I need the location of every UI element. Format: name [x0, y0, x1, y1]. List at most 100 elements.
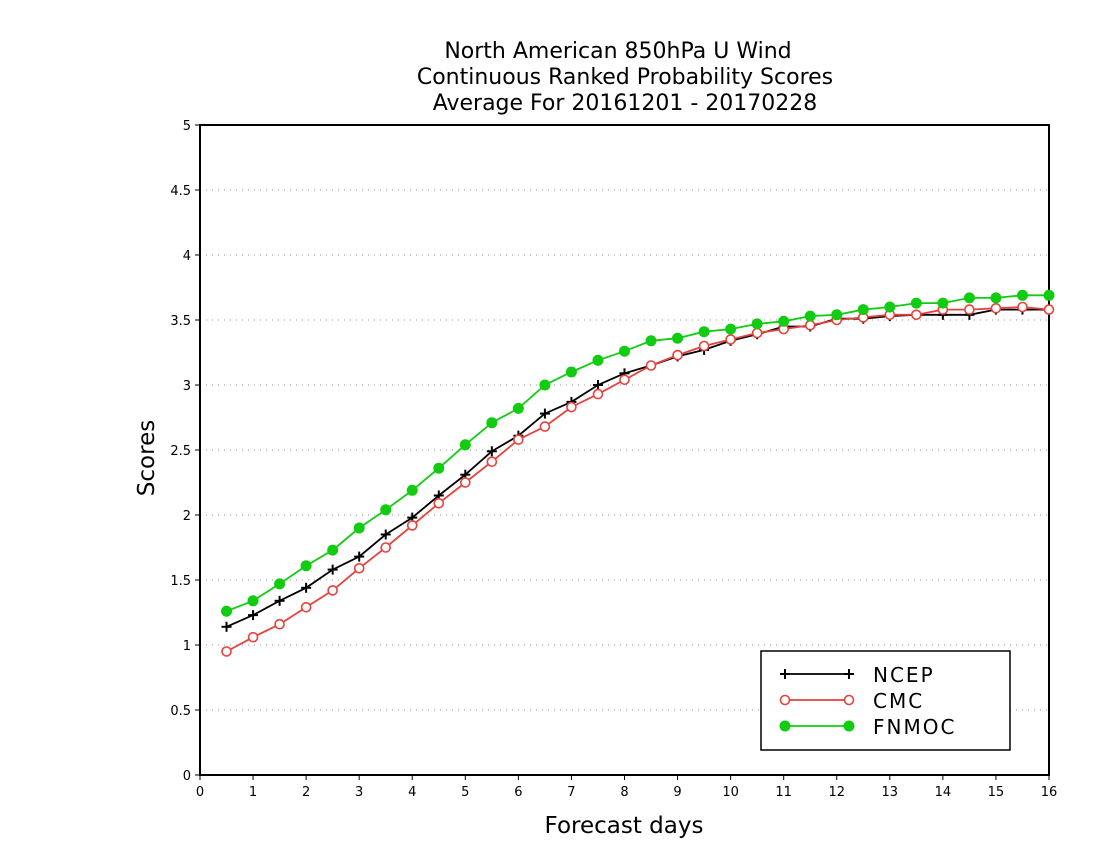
- x-tick-label: 3: [355, 785, 363, 800]
- y-axis-title: Scores: [134, 420, 160, 496]
- x-tick-label: 0: [196, 785, 204, 800]
- data-series: [221, 289, 1055, 657]
- data-point: [248, 610, 259, 621]
- series-fnmoc: [221, 289, 1055, 617]
- data-point: [990, 292, 1002, 304]
- data-point: [592, 388, 604, 400]
- series-cmc: [221, 301, 1055, 657]
- series-ncep: [221, 304, 1054, 632]
- data-point: [698, 326, 710, 338]
- x-tick-label: 9: [673, 785, 681, 800]
- data-point: [353, 562, 365, 574]
- legend-marker: [843, 720, 855, 732]
- data-point: [512, 402, 524, 414]
- x-tick-label: 8: [620, 785, 628, 800]
- series-line: [226, 308, 1049, 628]
- data-point: [751, 318, 763, 330]
- legend-label: CMC: [873, 689, 924, 713]
- y-tick-label: 4.5: [170, 184, 191, 199]
- data-point: [565, 366, 577, 378]
- data-point: [354, 551, 365, 562]
- y-tick-label: 2.5: [170, 444, 191, 459]
- data-point: [937, 297, 949, 309]
- data-point: [460, 477, 471, 488]
- data-point: [406, 484, 418, 496]
- y-tick-label: 4: [183, 249, 191, 264]
- x-tick-label: 2: [302, 785, 310, 800]
- x-tick-label: 10: [722, 785, 739, 800]
- x-tick-label: 5: [461, 785, 469, 800]
- x-tick-label: 12: [828, 785, 845, 800]
- data-point: [327, 585, 338, 596]
- data-point: [380, 529, 391, 540]
- x-tick-label: 6: [514, 785, 522, 800]
- data-point: [725, 323, 737, 335]
- data-point: [247, 595, 259, 607]
- data-point: [751, 327, 763, 339]
- gridlines: [200, 189, 1049, 711]
- data-point: [911, 309, 922, 321]
- data-point: [592, 354, 604, 366]
- y-tick-label: 0.5: [170, 704, 191, 719]
- x-tick-label: 14: [935, 785, 952, 800]
- data-point: [645, 335, 657, 347]
- x-tick-label: 16: [1041, 785, 1058, 800]
- y-tick-label: 1: [183, 639, 191, 654]
- data-point: [539, 408, 550, 419]
- chart-title-line-2: Continuous Ranked Probability Scores: [417, 65, 833, 90]
- data-point: [539, 421, 551, 432]
- legend-marker: [779, 694, 791, 706]
- x-axis-title: Forecast days: [545, 813, 704, 839]
- y-tick-label: 3.5: [170, 314, 191, 329]
- legend-marker: [780, 669, 790, 679]
- data-point: [274, 618, 285, 630]
- legend-marker: [779, 720, 791, 732]
- x-tick-label: 13: [882, 785, 899, 800]
- data-point: [300, 601, 312, 613]
- data-point: [486, 446, 497, 457]
- data-point: [513, 434, 524, 445]
- data-point: [247, 631, 259, 643]
- data-point: [459, 439, 471, 451]
- legend-marker: [844, 669, 854, 679]
- y-tick-label: 0: [183, 769, 191, 784]
- data-point: [486, 417, 498, 429]
- data-point: [274, 578, 286, 590]
- data-point: [327, 564, 338, 575]
- data-point: [221, 646, 232, 657]
- data-point: [1043, 304, 1055, 315]
- chart-title: North American 850hPa U Wind Continuous …: [417, 39, 833, 116]
- data-point: [1043, 289, 1055, 301]
- data-point: [433, 462, 445, 474]
- x-tick-label: 4: [408, 785, 416, 800]
- y-tick-label: 5: [183, 119, 191, 134]
- y-tick-label: 3: [183, 379, 191, 394]
- data-point: [592, 380, 603, 390]
- plot-frame: [199, 124, 1050, 776]
- data-point: [645, 360, 657, 371]
- data-point: [619, 345, 630, 357]
- data-point: [566, 401, 577, 413]
- data-point: [406, 520, 418, 531]
- series-line: [226, 294, 1049, 613]
- data-point: [301, 582, 312, 593]
- y-tick-label: 2: [183, 509, 191, 524]
- data-point: [353, 522, 365, 534]
- data-point: [884, 301, 896, 313]
- chart-title-line-1: North American 850hPa U Wind: [444, 39, 791, 64]
- legend-label: NCEP: [873, 663, 935, 687]
- data-point: [804, 310, 816, 322]
- data-point: [1016, 289, 1028, 301]
- x-tick-label: 7: [567, 785, 575, 800]
- data-point: [778, 315, 790, 327]
- legend-item-ncep: NCEP: [780, 663, 935, 687]
- data-point: [672, 349, 683, 361]
- data-point: [327, 544, 339, 556]
- data-point: [380, 504, 392, 516]
- data-point: [990, 302, 1002, 314]
- series-line: [226, 306, 1050, 653]
- tick-labels: 00.511.522.533.544.550 1 2 3 4 5 6 7 8 9 10 11 12 13 1…: [170, 119, 1057, 800]
- legend-marker: [843, 694, 855, 706]
